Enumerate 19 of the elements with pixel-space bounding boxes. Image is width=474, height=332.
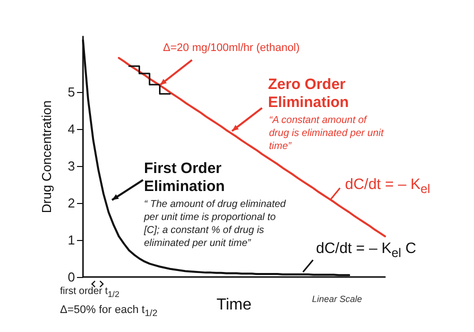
- y-tick-label: 3: [68, 158, 75, 174]
- y-tick-label: 4: [68, 122, 75, 136]
- y-tick-label: 5: [68, 84, 75, 100]
- y-axis-title: Drug Concentration: [39, 100, 54, 214]
- annotation: Zero Order Elimination: [268, 76, 350, 112]
- text: Linear Scale: [312, 293, 364, 305]
- y-tick-label: 1: [68, 232, 75, 248]
- annotation: First Order Elimination: [144, 160, 226, 196]
- line-series: [118, 56, 386, 238]
- annotation: “A constant amount of drug is eliminated per unit time”: [269, 114, 384, 153]
- annotation: dC/dt = – K$_{el}$ C: [316, 240, 418, 262]
- annotation: “ The amount of drug eliminated per unit time is proportional to [C]; a constant % of drug is eliminated per unit time”: [144, 198, 287, 250]
- text: Δ=50% for each t$_{1/2}$: [60, 303, 158, 320]
- y-tick-label: 2: [68, 196, 75, 210]
- x-axis-title: Time: [216, 296, 252, 314]
- text: first order t$_{1/2}$: [60, 285, 120, 301]
- y-tick-label: 0: [68, 270, 75, 284]
- annotation: Δ=20 mg/100ml/hr (ethanol): [163, 41, 301, 55]
- annotation: dC/dt = – K$_{el}$: [345, 176, 432, 198]
